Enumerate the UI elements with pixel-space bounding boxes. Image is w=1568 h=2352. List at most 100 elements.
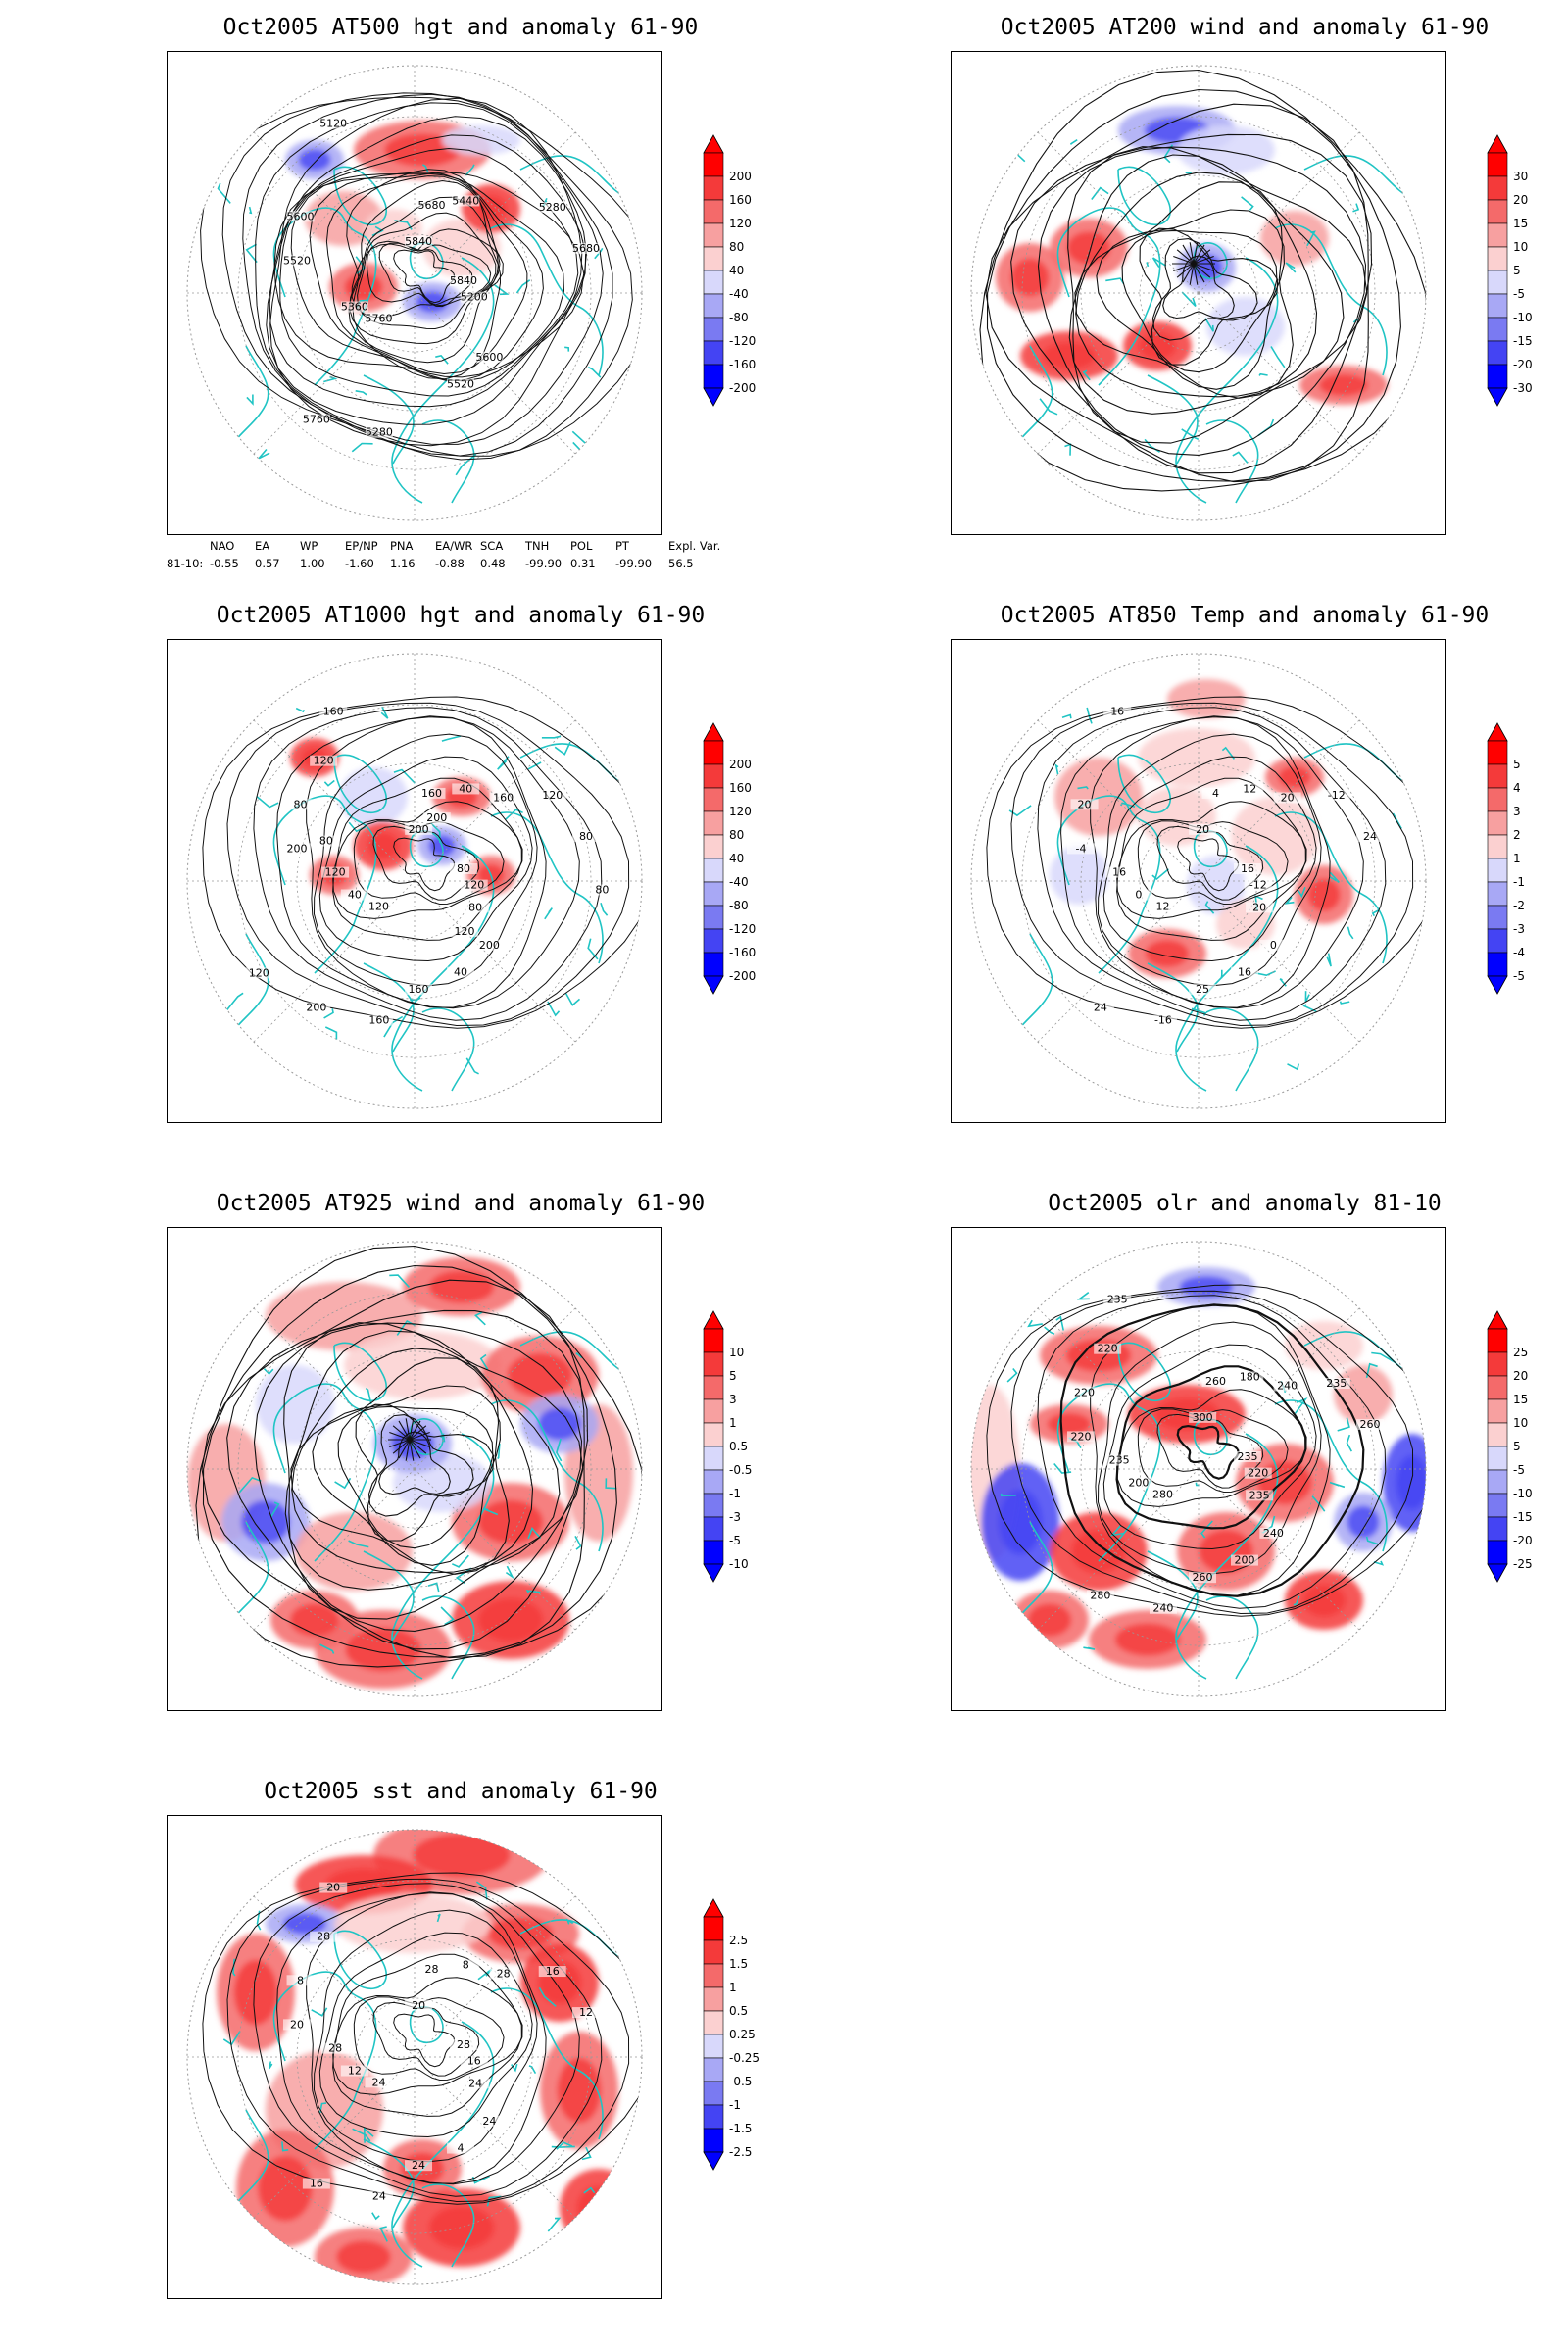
colorbar-top-arrow xyxy=(703,134,724,154)
contour-label: 5680 xyxy=(572,242,600,255)
colorbar-tick-label: 200 xyxy=(729,170,752,183)
contour-label-bg xyxy=(1246,902,1274,913)
contour-label-bg xyxy=(1234,863,1261,874)
contour-label: -12 xyxy=(1250,879,1267,892)
coastline-fragment xyxy=(494,284,510,296)
contour-label-bg xyxy=(450,863,477,874)
coastline xyxy=(333,754,387,813)
colorbar-tick-label: 120 xyxy=(729,805,752,818)
positive-anomaly-core xyxy=(1028,1603,1071,1637)
contour-label-bg xyxy=(571,831,600,843)
colorbar-tick-label: 15 xyxy=(1513,1393,1528,1406)
colorbar-tick-label: 1 xyxy=(1513,852,1521,865)
positive-anomaly-core xyxy=(345,1628,421,1671)
contour-label-bg xyxy=(286,799,315,810)
pole-streamline xyxy=(1193,263,1211,278)
coastline-fragment xyxy=(1365,1362,1378,1378)
contour-label: 220 xyxy=(1071,1430,1092,1443)
contour-label-bg xyxy=(405,984,433,996)
coastline-fragment xyxy=(1091,186,1109,200)
contour-label: 235 xyxy=(1109,1454,1130,1467)
colorbar-tick-label: -0.25 xyxy=(729,2051,760,2065)
coastline xyxy=(1274,811,1388,964)
index-value: 0.31 xyxy=(570,557,596,570)
contour-label-bg xyxy=(1086,1590,1114,1601)
colorbar-swatch xyxy=(703,1986,724,2012)
coastline-fragment xyxy=(311,2007,328,2017)
positive-anomaly-region xyxy=(266,1282,422,1350)
meridian xyxy=(253,292,416,455)
colorbar-tick-label: 1.5 xyxy=(729,1957,748,1971)
panel-title: Oct2005 AT1000 hgt and anomaly 61-90 xyxy=(216,603,706,628)
coastline xyxy=(490,223,604,376)
contour-label-bg xyxy=(417,787,446,799)
colorbar-tick-label: 40 xyxy=(729,852,744,865)
positive-anomaly-core xyxy=(1278,766,1311,788)
contour-label-bg xyxy=(475,939,504,951)
map-boundary xyxy=(970,65,1427,521)
coastlines xyxy=(222,1881,629,2268)
coastline xyxy=(1274,223,1388,376)
colorbar-tick-label: 4 xyxy=(1513,781,1521,795)
colorbar-tick-label: 160 xyxy=(729,781,752,795)
contour-label: 240 xyxy=(1277,1379,1298,1392)
colorbar-swatch xyxy=(703,1963,724,1988)
index-header: EA xyxy=(255,539,270,553)
coastline-fragment xyxy=(246,394,254,406)
colorbar-swatch xyxy=(703,1469,724,1494)
contour-label: 24 xyxy=(1094,1002,1107,1014)
contour-label-bg xyxy=(1322,790,1350,802)
colorbar-swatch xyxy=(1487,246,1508,271)
coastline-fragment xyxy=(1371,909,1379,917)
index-value: 0.57 xyxy=(255,557,280,570)
contour-label: 260 xyxy=(1205,1375,1226,1388)
negative-anomaly-core xyxy=(1347,1505,1380,1539)
contour-label-bg xyxy=(1230,1554,1258,1566)
contour-label-bg xyxy=(538,202,566,214)
pole-streamline xyxy=(1176,249,1195,265)
contour-label: 28 xyxy=(457,2038,470,2051)
contour-line xyxy=(1010,702,1414,1027)
coastline-fragment xyxy=(323,779,335,787)
positive-anomaly-core xyxy=(577,2186,620,2230)
pole-streamline xyxy=(1193,242,1199,265)
colorbar-swatch xyxy=(1487,1351,1508,1377)
positive-anomaly-region xyxy=(295,1512,413,1591)
contour-line xyxy=(273,172,585,378)
contour-label-bg xyxy=(365,901,393,912)
coastline-fragment xyxy=(605,1478,617,1490)
contour-line xyxy=(253,1883,603,2197)
coastline-fragment xyxy=(352,2128,371,2142)
streamline xyxy=(283,1322,584,1620)
pole-streamline xyxy=(1182,263,1195,283)
coastline-fragment xyxy=(1298,887,1306,899)
contour-label-bg xyxy=(1234,1451,1261,1462)
contour-label: 180 xyxy=(1240,1370,1260,1383)
contour-line xyxy=(351,228,504,318)
colorbar-tick-label: -4 xyxy=(1513,946,1525,959)
positive-anomaly-core xyxy=(1138,332,1177,360)
contour-label: 300 xyxy=(1193,1411,1213,1424)
coastline xyxy=(1056,795,1161,974)
positive-anomaly-region xyxy=(1138,728,1255,787)
colorbar-swatch xyxy=(703,1540,724,1565)
colorbar-top-arrow xyxy=(703,722,724,742)
contour-label-bg xyxy=(475,2115,504,2127)
colorbar-tick-label: 1 xyxy=(729,1981,737,1994)
coastline-fragment xyxy=(1368,1295,1380,1309)
contour-label: 200 xyxy=(409,823,429,836)
panel-title: Oct2005 sst and anomaly 61-90 xyxy=(264,1779,658,1804)
polar-map-at500-hgt: 5840 5760 5680 5600 5520 5280 5280 5120 5200 5360… xyxy=(167,51,662,535)
coastline-fragment xyxy=(1204,318,1214,332)
contour-label: 12 xyxy=(579,2006,593,2019)
contour-label-bg xyxy=(1355,1419,1384,1431)
coastline-fragment xyxy=(594,247,604,260)
contour-lines xyxy=(202,1872,642,2205)
streamline xyxy=(195,1245,642,1668)
meridian xyxy=(253,2056,416,2219)
coastline-fragment xyxy=(1387,122,1401,139)
coastline xyxy=(1117,1342,1171,1401)
coastline-fragment xyxy=(525,1590,541,1594)
coastline-fragment xyxy=(587,1888,601,1903)
coastline-fragment xyxy=(1392,812,1402,829)
